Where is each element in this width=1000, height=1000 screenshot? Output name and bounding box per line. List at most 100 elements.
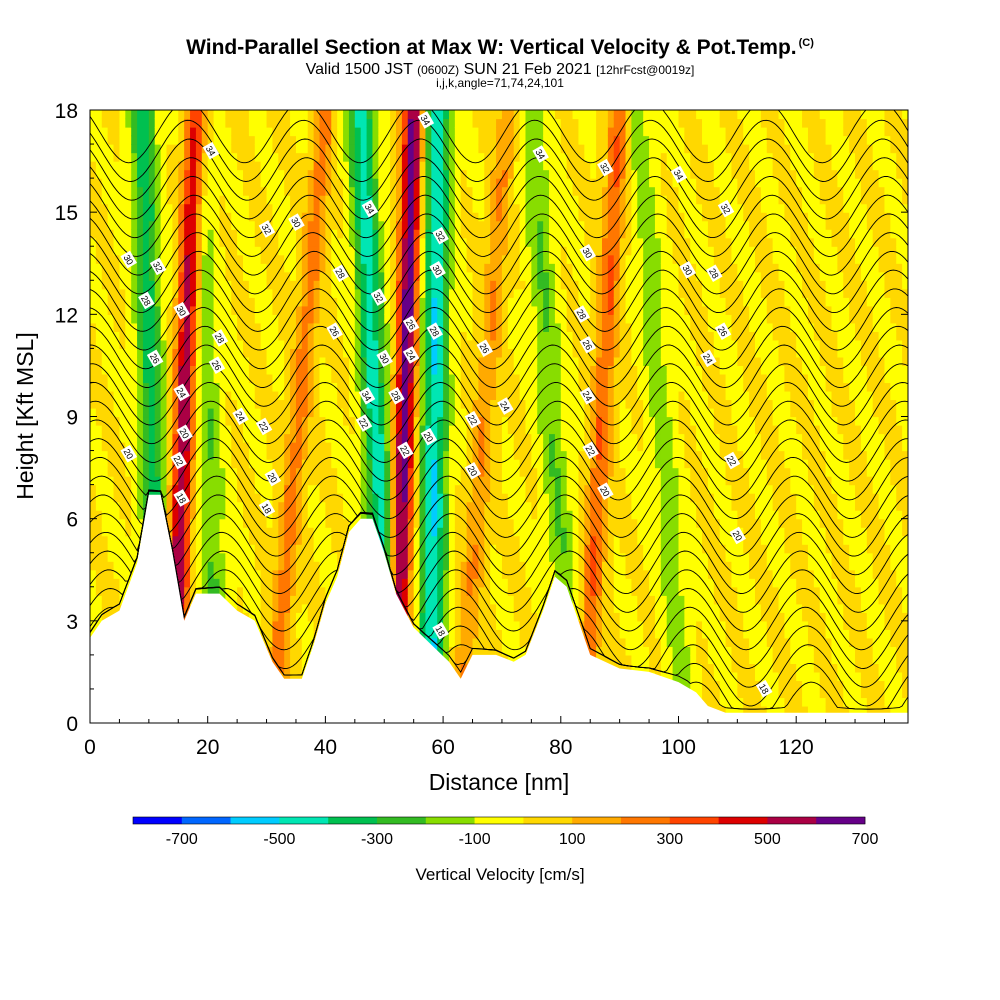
velocity-cell (478, 152, 485, 162)
velocity-cell (260, 484, 268, 494)
velocity-cell (454, 535, 462, 545)
velocity-cell (396, 544, 403, 554)
velocity-cell (372, 425, 379, 435)
velocity-cell (243, 339, 250, 349)
velocity-cell (248, 186, 256, 196)
velocity-cell (390, 552, 397, 562)
velocity-cell (207, 569, 215, 579)
velocity-cell (172, 339, 179, 349)
velocity-cell (466, 476, 474, 486)
velocity-cell (319, 544, 326, 554)
velocity-cell (431, 152, 438, 162)
velocity-cell (260, 271, 268, 281)
velocity-cell (460, 646, 468, 656)
velocity-cell (295, 356, 303, 367)
velocity-cell (431, 127, 438, 137)
velocity-cell (166, 152, 173, 162)
velocity-cell (390, 407, 397, 418)
velocity-cell (154, 110, 162, 120)
velocity-cell (254, 552, 262, 562)
velocity-cell (195, 229, 203, 239)
velocity-cell (243, 169, 250, 179)
velocity-cell (325, 254, 332, 264)
velocity-cell (372, 271, 379, 281)
velocity-cell (484, 280, 491, 290)
velocity-cell (319, 246, 326, 256)
velocity-cell (278, 561, 285, 571)
velocity-cell (260, 518, 268, 528)
velocity-cell (354, 348, 362, 358)
velocity-cell (154, 399, 162, 409)
velocity-cell (354, 373, 362, 384)
velocity-cell (319, 144, 326, 154)
velocity-cell (248, 246, 256, 256)
velocity-cell (325, 459, 332, 469)
velocity-cell (225, 254, 232, 264)
velocity-cell (225, 467, 232, 477)
velocity-cell (478, 271, 485, 281)
velocity-cell (407, 280, 415, 290)
velocity-cell (343, 476, 350, 486)
velocity-cell (195, 578, 203, 588)
velocity-cell (343, 527, 350, 537)
velocity-cell (319, 527, 326, 537)
velocity-cell (437, 407, 444, 418)
velocity-cell (248, 467, 256, 477)
velocity-cell (484, 595, 491, 605)
velocity-cell (195, 561, 203, 571)
velocity-cell (290, 297, 297, 307)
velocity-cell (460, 144, 468, 154)
velocity-cell (319, 356, 326, 367)
velocity-cell (184, 365, 191, 375)
velocity-cell (154, 288, 162, 298)
velocity-cell (148, 203, 156, 213)
velocity-cell (125, 118, 132, 128)
velocity-cell (407, 484, 415, 494)
velocity-cell (142, 144, 150, 154)
velocity-cell (290, 127, 297, 137)
velocity-cell (460, 365, 468, 375)
velocity-cell (260, 314, 268, 324)
velocity-cell (325, 263, 332, 273)
velocity-cell (490, 305, 497, 315)
velocity-cell (213, 322, 221, 332)
velocity-cell (384, 467, 391, 477)
velocity-cell (490, 637, 497, 647)
velocity-cell (319, 459, 326, 469)
velocity-cell (237, 237, 244, 247)
velocity-cell (201, 271, 209, 281)
velocity-cell (219, 382, 226, 392)
velocity-cell (266, 271, 274, 281)
velocity-cell (372, 135, 379, 145)
velocity-cell (243, 271, 250, 281)
velocity-cell (148, 467, 156, 477)
velocity-cell (219, 305, 226, 315)
velocity-cell (101, 467, 109, 477)
velocity-cell (337, 229, 344, 239)
velocity-cell (237, 152, 244, 162)
velocity-cell (119, 399, 126, 409)
velocity-cell (431, 501, 438, 511)
velocity-cell (201, 527, 209, 537)
velocity-cell (237, 220, 244, 230)
velocity-cell (90, 373, 97, 384)
velocity-cell (378, 407, 385, 418)
velocity-cell (331, 288, 338, 298)
velocity-cell (401, 135, 409, 145)
velocity-cell (443, 450, 450, 460)
velocity-cell (343, 246, 350, 256)
velocity-cell (95, 237, 103, 247)
velocity-cell (484, 127, 491, 137)
velocity-cell (243, 127, 250, 137)
velocity-cell (284, 603, 291, 613)
velocity-cell (460, 544, 468, 554)
velocity-cell (319, 339, 326, 349)
velocity-cell (243, 450, 250, 460)
velocity-cell (301, 314, 309, 324)
velocity-cell (278, 365, 285, 375)
velocity-cell (425, 314, 432, 324)
velocity-cell (325, 280, 332, 290)
velocity-cell (431, 195, 438, 205)
velocity-cell (413, 518, 421, 528)
